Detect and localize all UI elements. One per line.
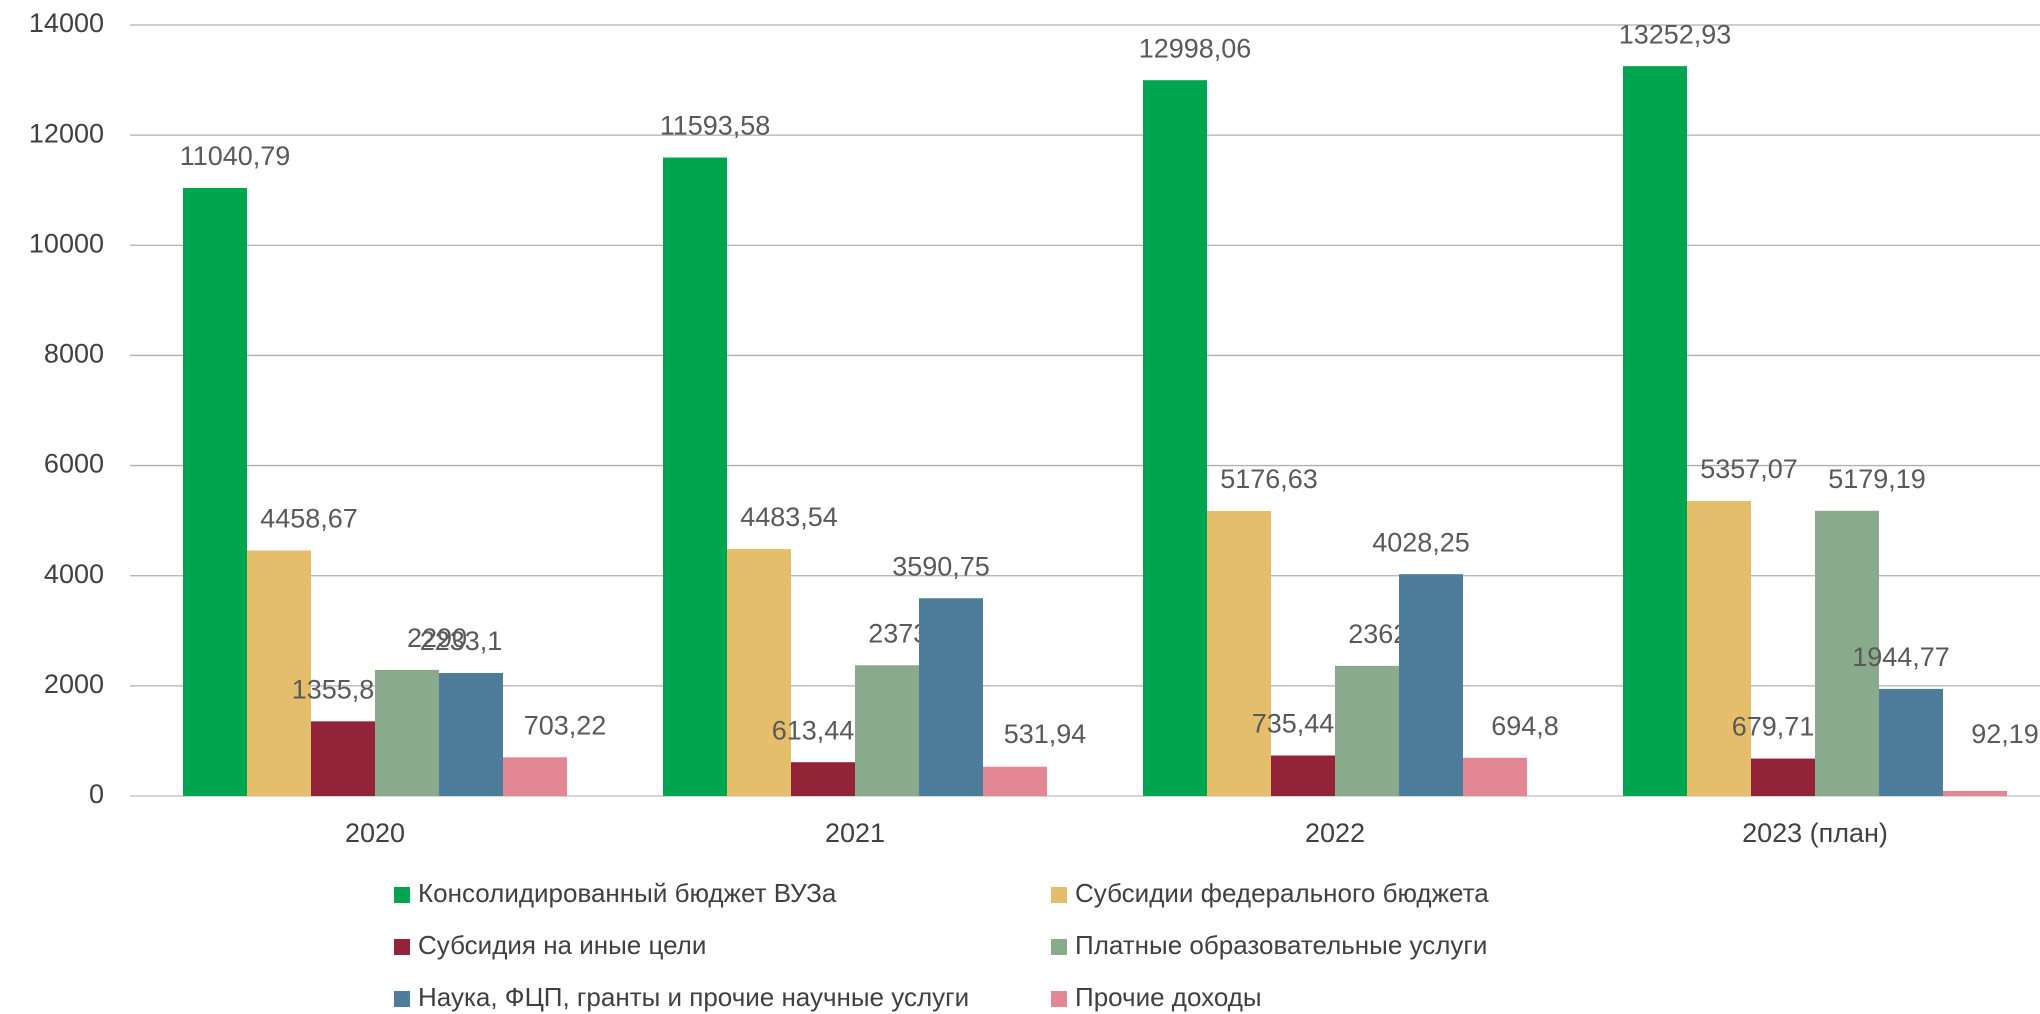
legend-label: Прочие доходы [1075,982,1262,1012]
data-label: 703,22 [524,710,607,740]
data-label: 4028,25 [1372,527,1470,557]
data-label: 13252,93 [1619,19,1732,49]
legend-label: Субсидия на иные цели [418,930,706,960]
data-label: 11593,58 [660,111,771,141]
bar [183,187,247,797]
bar [439,673,503,796]
data-label: 735,44 [1252,709,1335,739]
data-label: 4458,67 [260,504,358,534]
bar [855,665,919,796]
data-label: 5179,19 [1828,464,1926,494]
x-tick-label: 2020 [345,818,405,848]
y-tick-label: 14000 [29,8,104,38]
x-tick-label: 2023 (план) [1742,818,1888,848]
data-label: 4483,54 [740,502,838,532]
legend-swatch [1051,887,1067,903]
bar [375,669,439,796]
y-tick-label: 6000 [44,449,104,479]
bar [1751,758,1815,796]
legend-label: Платные образовательные услуги [1075,930,1487,960]
y-tick-label: 8000 [44,339,104,369]
bar [1143,80,1207,796]
data-label: 531,94 [1004,719,1087,749]
bar [727,549,791,796]
data-label: 1355,8 [292,674,375,704]
bar [311,721,375,796]
legend-swatch [1051,939,1067,955]
y-tick-label: 4000 [44,559,104,589]
y-tick-label: 12000 [29,118,104,148]
bar [1815,510,1879,796]
bar [1271,755,1335,796]
bar [1463,757,1527,796]
data-label: 694,8 [1491,711,1559,741]
legend-swatch [394,887,410,903]
data-label: 613,44 [772,715,855,745]
bar [1687,500,1751,796]
y-tick-label: 0 [89,779,104,809]
data-label: 2233,1 [420,626,503,656]
data-label: 679,71 [1732,712,1815,742]
bar [663,157,727,796]
bar [1879,688,1943,796]
legend-swatch [394,991,410,1007]
data-label: 5357,07 [1700,454,1798,484]
legend-label: Субсидии федерального бюджета [1075,878,1489,908]
bar [919,598,983,796]
bar [1943,790,2007,796]
data-label: 3590,75 [892,551,990,581]
legend-label: Наука, ФЦП, гранты и прочие научные услу… [418,982,969,1012]
x-tick-label: 2021 [825,818,885,848]
bar [791,762,855,796]
legend-swatch [1051,991,1067,1007]
bar [1623,66,1687,796]
data-label: 11040,79 [180,141,291,171]
x-tick-label: 2022 [1305,818,1365,848]
legend-swatch [394,939,410,955]
data-label: 5176,63 [1220,464,1318,494]
data-label: 92,19 [1971,719,2039,749]
data-label: 1944,77 [1852,642,1950,672]
y-tick-label: 2000 [44,669,104,699]
bar [1335,665,1399,796]
bar [503,757,567,796]
bar [247,550,311,796]
bar [1399,574,1463,796]
data-label: 12998,06 [1139,33,1252,63]
data-label: 2290 [407,623,467,653]
bar [1207,510,1271,796]
y-tick-label: 10000 [29,228,104,258]
legend-label: Консолидированный бюджет ВУЗа [418,878,837,908]
bar [983,766,1047,796]
